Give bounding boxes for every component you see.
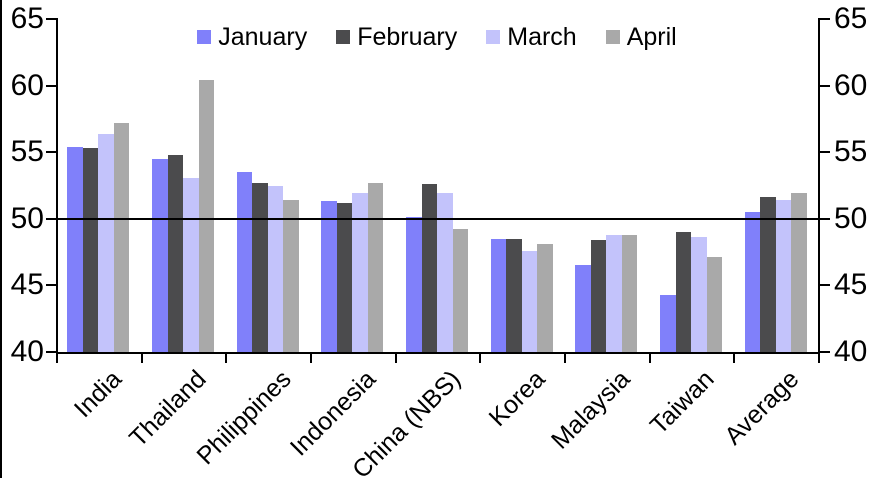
category-label-thailand: Thailand [124,365,212,453]
y-axis-label-left-55: 55 [10,135,44,169]
y-axis-label-right-65: 65 [834,2,868,35]
bar-march-philippines [267,185,284,352]
y-tick-right-55 [818,151,830,154]
legend-label: January [218,23,308,51]
y-axis-label-left-60: 60 [10,68,44,102]
y-tick-right-65 [818,18,830,20]
x-tick-1 [140,352,143,363]
legend-item-april: April [605,21,677,53]
bar-february-philippines [252,182,268,352]
y-tick-right-50 [818,217,830,220]
bar-march-taiwan [691,237,707,352]
bar-january-india [67,146,83,352]
y-axis-label-left-50: 50 [10,201,44,235]
bar-april-china-nbs [452,229,468,352]
reference-line-50 [56,217,820,220]
category-label-india: India [69,365,128,424]
bar-february-average [760,197,776,352]
y-axis-label-right-60: 60 [834,68,868,102]
legend-label: March [507,23,577,51]
legend-swatch-january [197,30,212,44]
y-axis-label-right-40: 40 [834,335,868,368]
bar-april-korea [537,244,553,352]
bar-march-thailand [183,177,199,352]
legend-label: February [357,23,458,51]
bar-march-india [98,133,114,352]
legend-item-january: January [197,21,307,53]
y-tick-left-65 [46,18,58,20]
x-axis [56,352,820,354]
bar-april-india [113,122,130,352]
x-tick-7 [648,352,651,363]
bar-april-taiwan [706,257,722,352]
y-axis-label-left-45: 45 [10,268,44,302]
bar-april-indonesia [367,182,384,352]
screenshot-edge-line [0,0,2,478]
bar-february-china-nbs [421,184,437,352]
bar-april-thailand [198,80,214,352]
bar-february-india [82,148,99,352]
bar-january-average [744,212,761,352]
bar-january-indonesia [321,201,337,352]
bar-march-average [775,200,792,352]
x-tick-4 [394,352,397,363]
bar-january-korea [490,238,507,352]
x-tick-5 [479,352,482,363]
category-label-average: Average [719,365,805,451]
legend-swatch-april [605,30,620,44]
y-tick-left-55 [46,151,58,154]
y-axis-label-right-50: 50 [834,201,868,235]
bar-january-china-nbs [406,217,422,352]
y-tick-left-45 [46,284,58,287]
bar-march-indonesia [352,193,368,352]
bar-january-thailand [152,158,168,352]
bar-march-malaysia [606,234,622,352]
y-tick-left-50 [46,217,58,220]
y-axis-right [818,19,820,354]
y-tick-left-40 [46,351,58,353]
bar-march-korea [521,250,538,352]
bar-february-indonesia [336,202,353,352]
y-axis-label-left-40: 40 [10,335,44,368]
bar-january-philippines [236,172,253,352]
y-axis-label-right-55: 55 [834,135,868,169]
y-tick-right-60 [818,84,830,87]
y-axis-label-left-65: 65 [10,2,44,35]
bar-february-malaysia [590,240,607,352]
y-tick-right-45 [818,284,830,287]
legend-item-march: March [486,21,577,53]
x-tick-9 [818,352,820,363]
x-tick-2 [225,352,228,363]
x-tick-6 [564,352,566,363]
bar-march-china-nbs [437,193,453,352]
y-tick-right-40 [818,351,830,353]
x-tick-3 [310,352,312,363]
x-tick-8 [733,352,736,363]
category-label-malaysia: Malaysia [545,365,636,455]
bar-january-malaysia [575,265,591,352]
category-label-taiwan: Taiwan [644,365,720,440]
legend-item-february: February [336,21,457,53]
legend-swatch-march [486,30,501,44]
bar-april-malaysia [621,234,638,352]
bar-february-taiwan [675,232,691,352]
legend-label: April [626,23,677,51]
bar-april-philippines [283,200,299,352]
chart-legend: January February March April [56,21,818,53]
y-tick-left-60 [46,84,58,87]
bar-january-taiwan [660,294,676,352]
x-tick-0 [56,352,58,363]
bar-february-thailand [167,154,183,352]
y-axis-left [56,19,58,354]
y-axis-label-right-45: 45 [834,268,868,302]
category-label-korea: Korea [483,365,551,432]
bar-april-average [791,193,807,352]
legend-swatch-february [336,30,351,44]
bar-february-korea [506,238,522,352]
